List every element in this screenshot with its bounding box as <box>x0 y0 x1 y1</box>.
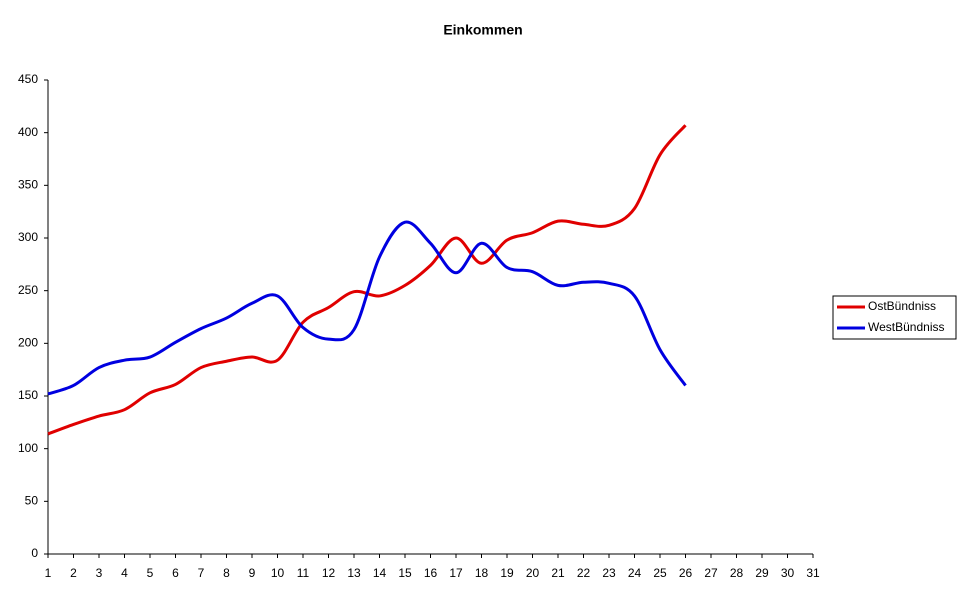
x-tick-label: 15 <box>398 566 412 580</box>
x-tick-label: 6 <box>172 566 179 580</box>
y-tick-label: 250 <box>18 283 38 297</box>
y-tick-label: 450 <box>18 72 38 86</box>
x-tick-label: 3 <box>96 566 103 580</box>
series-line <box>47 220 687 396</box>
x-tick-label: 19 <box>500 566 514 580</box>
x-tick-label: 31 <box>806 566 820 580</box>
y-tick-label: 0 <box>31 546 38 560</box>
x-tick-label: 14 <box>373 566 387 580</box>
x-tick-label: 26 <box>679 566 693 580</box>
chart-title: Einkommen <box>443 22 522 38</box>
legend-label: WestBündniss <box>868 320 944 334</box>
x-tick-label: 12 <box>322 566 336 580</box>
x-tick-label: 25 <box>653 566 667 580</box>
x-tick-label: 21 <box>551 566 565 580</box>
x-tick-label: 13 <box>347 566 361 580</box>
x-tick-label: 27 <box>704 566 718 580</box>
y-tick-label: 50 <box>25 494 39 508</box>
y-tick-label: 200 <box>18 336 38 350</box>
y-tick-label: 100 <box>18 441 38 455</box>
x-tick-label: 28 <box>730 566 744 580</box>
y-tick-label: 350 <box>18 178 38 192</box>
x-tick-label: 10 <box>271 566 285 580</box>
series-line <box>47 124 687 436</box>
y-tick-label: 300 <box>18 230 38 244</box>
x-tick-label: 2 <box>70 566 77 580</box>
x-tick-label: 5 <box>147 566 154 580</box>
x-tick-label: 9 <box>249 566 256 580</box>
x-tick-label: 1 <box>45 566 52 580</box>
x-tick-label: 7 <box>198 566 205 580</box>
x-tick-label: 11 <box>297 566 310 580</box>
x-tick-label: 22 <box>577 566 591 580</box>
x-tick-label: 29 <box>755 566 769 580</box>
x-tick-label: 20 <box>526 566 540 580</box>
x-tick-label: 16 <box>424 566 438 580</box>
x-tick-label: 30 <box>781 566 795 580</box>
x-tick-label: 17 <box>449 566 463 580</box>
x-tick-label: 24 <box>628 566 642 580</box>
y-tick-label: 150 <box>18 388 38 402</box>
legend-box <box>832 295 957 340</box>
x-tick-label: 8 <box>223 566 230 580</box>
legend-label: OstBündniss <box>868 299 936 313</box>
x-tick-label: 23 <box>602 566 616 580</box>
x-tick-label: 4 <box>121 566 128 580</box>
y-tick-label: 400 <box>18 125 38 139</box>
x-tick-label: 18 <box>475 566 489 580</box>
